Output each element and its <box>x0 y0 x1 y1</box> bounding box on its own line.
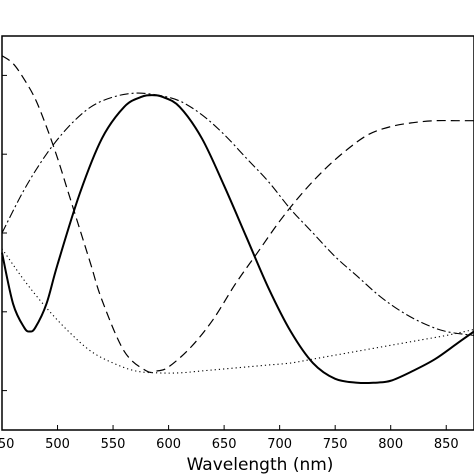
series-layer <box>1 55 474 385</box>
plot-frame <box>1 35 474 431</box>
x-tick-labels: 450 500 550 600 650 700 750 800 850 <box>0 437 459 452</box>
axis-ticks <box>2 74 447 430</box>
x-tick-label: 650 <box>212 437 237 452</box>
x-tick-label: 550 <box>101 437 126 452</box>
series-line-dashed <box>1 55 474 374</box>
x-tick-label: 450 <box>0 437 14 452</box>
x-tick-label: 800 <box>378 437 403 452</box>
x-tick-label: 750 <box>323 437 348 452</box>
series-line-dotted <box>1 248 474 374</box>
x-tick-label: 850 <box>434 437 459 452</box>
series-line-dash-dot <box>1 92 474 336</box>
x-tick-label: 600 <box>156 437 181 452</box>
x-tick-label: 500 <box>45 437 70 452</box>
series-line-solid <box>1 94 474 385</box>
x-axis-label: Wavelength (nm) <box>187 455 334 474</box>
x-tick-label: 700 <box>267 437 292 452</box>
